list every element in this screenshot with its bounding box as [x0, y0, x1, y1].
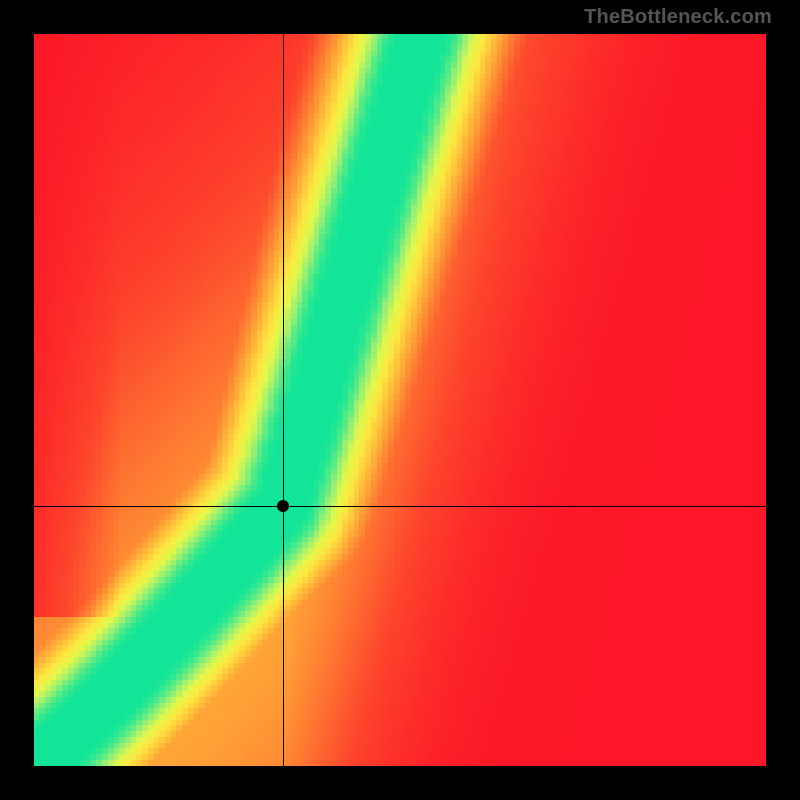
bottleneck-heatmap: [34, 34, 766, 766]
heatmap-canvas: [34, 34, 766, 766]
watermark-text: TheBottleneck.com: [584, 6, 772, 29]
